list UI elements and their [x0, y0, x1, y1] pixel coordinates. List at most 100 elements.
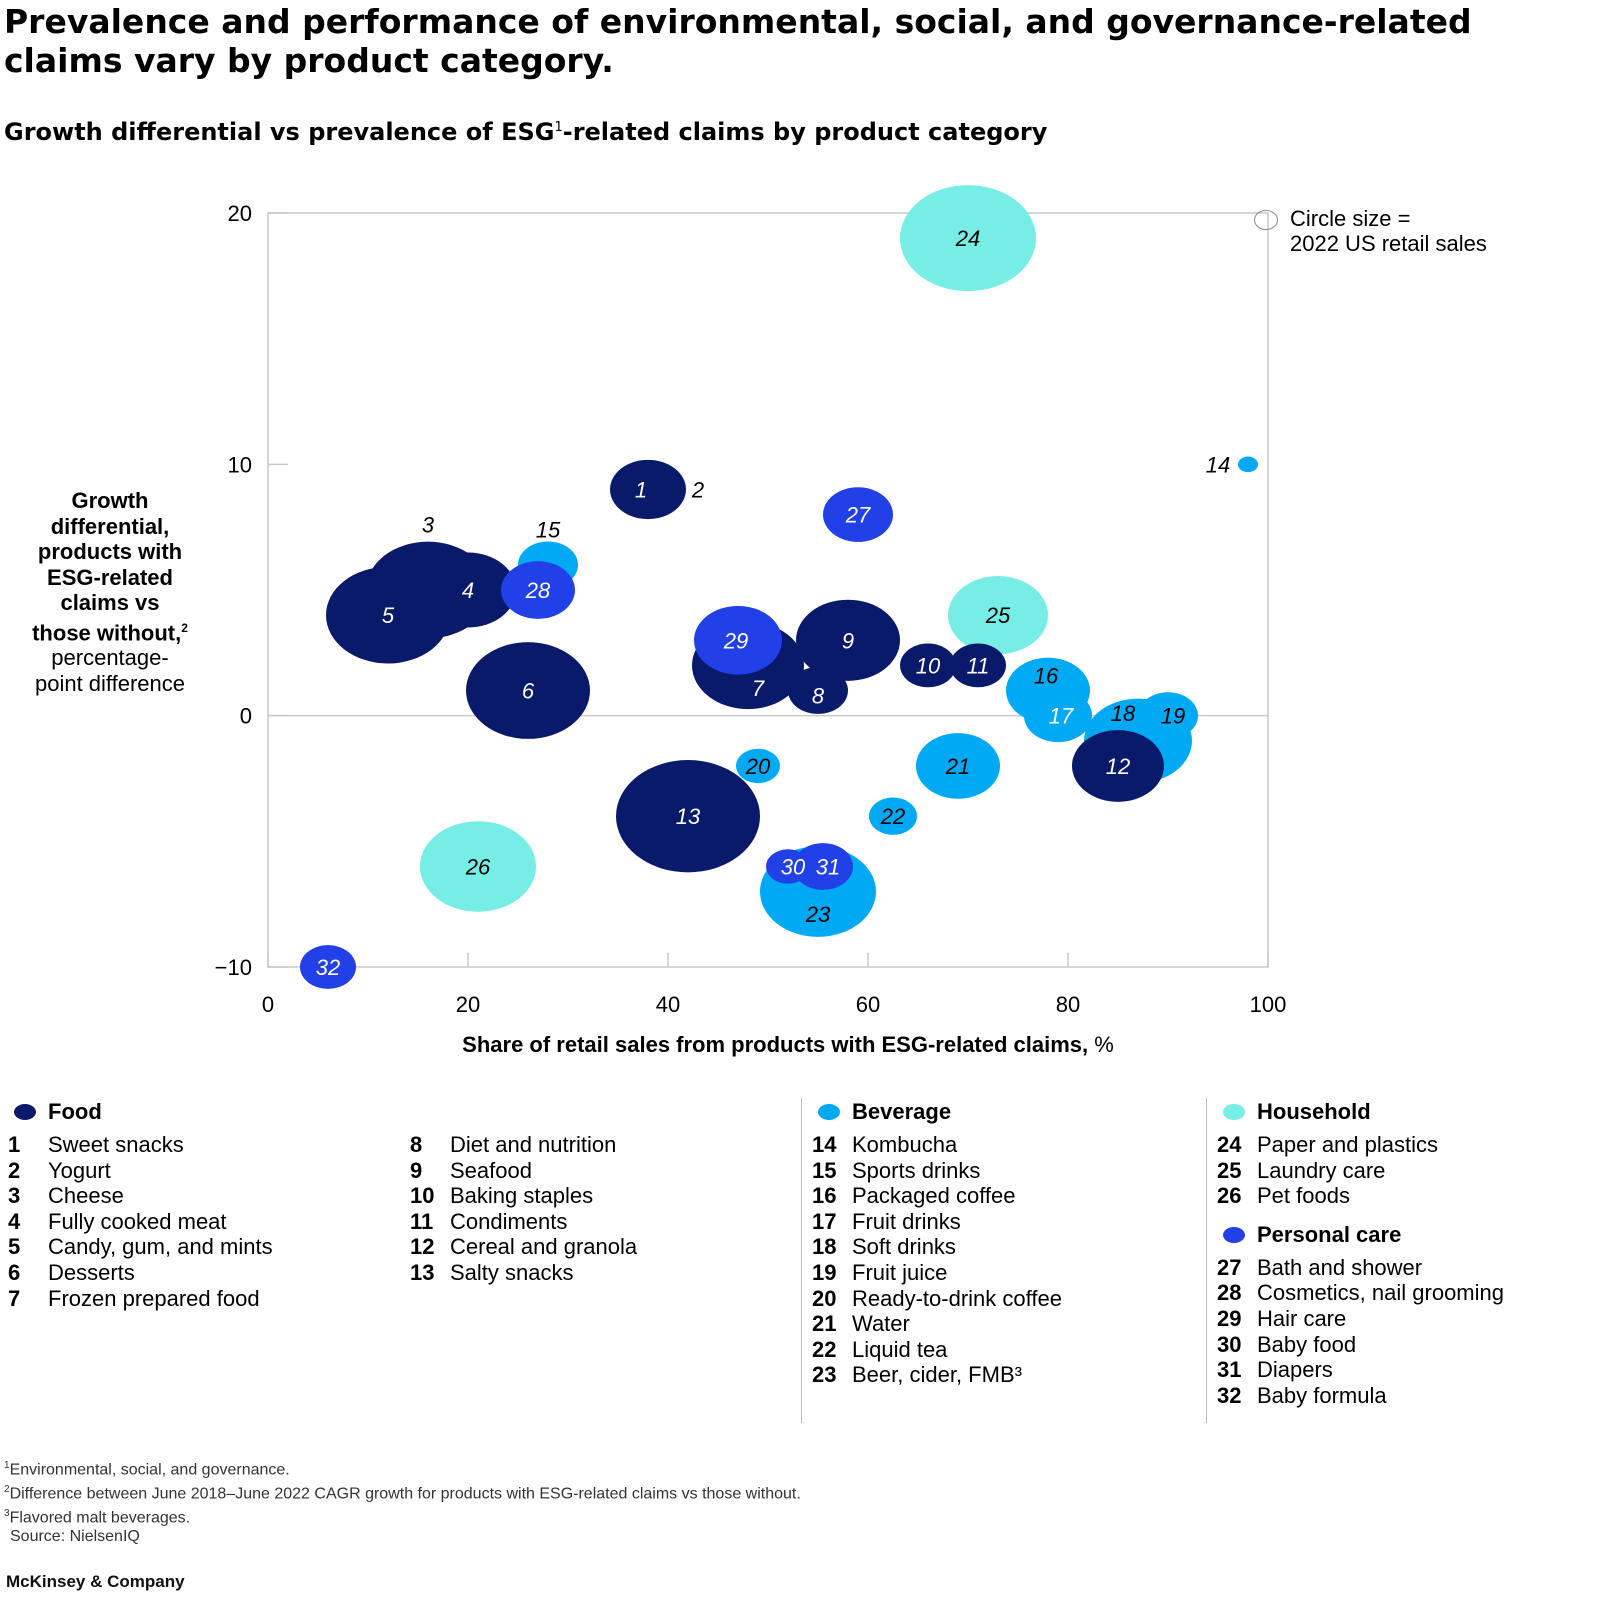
bubble-label-26: 26	[465, 854, 491, 879]
y-tick-label: −10	[215, 955, 252, 980]
bubble-29	[694, 605, 782, 675]
legend-food: Food 1 Sweet snacks 2 Yogurt 3 Cheese 4 Fully c…	[8, 1098, 273, 1311]
bubble-27	[823, 487, 893, 542]
legend-item-label: Cosmetics, nail grooming	[1257, 1280, 1504, 1306]
bubble-label-16: 16	[1034, 663, 1059, 688]
bubble-label-29: 29	[723, 628, 748, 653]
legend-item: 4 Fully cooked meat	[8, 1209, 273, 1235]
legend-item: 17 Fruit drinks	[812, 1209, 1062, 1235]
bubble-label-3: 3	[422, 513, 435, 538]
y-axis-label-line: point difference	[34, 670, 186, 696]
legend-item-label: Desserts	[48, 1259, 135, 1285]
chart-title: Prevalence and performance of environmen…	[4, 2, 1472, 80]
bubble-11	[950, 643, 1006, 688]
legend-item-number: 8	[410, 1132, 423, 1157]
y-axis-label-line: differential,	[50, 513, 170, 539]
source-line: Source: NielsenIQ	[10, 1528, 140, 1546]
legend-item: 1 Sweet snacks	[8, 1132, 273, 1158]
x-tick-label: 40	[656, 992, 680, 1017]
footnote-text: Environmental, social, and governance.	[9, 1461, 290, 1479]
footnote: 3Flavored malt beverages.	[4, 1504, 801, 1528]
footnote: 2Difference between June 2018–June 2022 …	[4, 1480, 801, 1504]
size-note-line1: Circle size =	[1290, 206, 1411, 231]
bubble-label-24: 24	[955, 226, 980, 251]
legend-item-number: 1	[8, 1132, 21, 1157]
y-axis-label-line: Growth	[71, 488, 149, 513]
legend-item-number: 32	[1217, 1382, 1242, 1408]
legend-item-label: Baby formula	[1257, 1382, 1387, 1408]
legend-item-label: Fruit drinks	[852, 1208, 961, 1234]
legend-item: 9 Seafood	[410, 1158, 637, 1184]
footnote: 1Environmental, social, and governance.	[4, 1456, 801, 1480]
legend-household-items: 24 Paper and plastics 25 Laundry care 26 Pet …	[1217, 1132, 1504, 1209]
legend-household: Household 24 Paper and plastics 25 Laundry …	[1217, 1098, 1504, 1408]
legend-item-label: Water	[852, 1311, 910, 1337]
y-tick-label: 0	[240, 704, 252, 729]
legend-item-label: Fully cooked meat	[48, 1208, 227, 1234]
y-axis-label-line: ESG-related	[47, 564, 173, 590]
legend-item-number: 23	[812, 1362, 837, 1388]
legend-title-text: Personal care	[1257, 1221, 1402, 1247]
legend-item: 15 Sports drinks	[812, 1158, 1062, 1184]
household-dot-icon	[1223, 1104, 1245, 1120]
bubble-32	[300, 945, 356, 989]
legend-title-text: Beverage	[852, 1099, 952, 1124]
legend-item-label: Fruit juice	[852, 1259, 948, 1285]
legend-item: 6 Desserts	[8, 1260, 273, 1286]
legend-item: 11 Condiments	[410, 1209, 637, 1235]
bubble-13	[616, 760, 760, 873]
legend-item-number: 18	[812, 1234, 837, 1260]
legend-item-label: Ready-to-drink coffee	[852, 1285, 1062, 1311]
legend-item-number: 20	[812, 1285, 837, 1311]
legend-item-number: 13	[410, 1259, 435, 1285]
bubble-label-10: 10	[916, 653, 941, 678]
bubble-label-28: 28	[525, 578, 551, 603]
bubble-label-9: 9	[842, 628, 854, 653]
legend-item-label: Yogurt	[48, 1157, 111, 1183]
bubble-label-8: 8	[812, 684, 825, 709]
bubble-21	[916, 733, 1000, 799]
bubble-label-12: 12	[1106, 754, 1130, 779]
legend-item-number: 16	[812, 1183, 837, 1209]
legend-item-label: Sweet snacks	[48, 1132, 184, 1157]
legend-item-label: Packaged coffee	[852, 1183, 1016, 1209]
legend-item-label: Soft drinks	[852, 1234, 956, 1260]
legend-item-label: Pet foods	[1257, 1183, 1350, 1209]
legend-item: 22 Liquid tea	[812, 1337, 1062, 1363]
legend-item-label: Seafood	[450, 1157, 532, 1183]
x-tick-label: 0	[262, 992, 274, 1017]
legend-item-number: 6	[8, 1259, 21, 1285]
x-tick-label: 80	[1056, 992, 1080, 1017]
legend-item-label: Laundry care	[1257, 1157, 1386, 1183]
footnote-marker: 1	[4, 1460, 10, 1471]
legend-item-label: Candy, gum, and mints	[48, 1234, 273, 1260]
legend-food-title: Food	[8, 1098, 273, 1126]
bubble-label-7: 7	[752, 676, 765, 701]
y-axis-label-line: claims vs	[60, 590, 160, 615]
bubble-label-25: 25	[985, 603, 1011, 628]
legend-item-label: Condiments	[450, 1208, 568, 1234]
legend-item-number: 28	[1217, 1280, 1242, 1306]
legend-divider	[1206, 1098, 1207, 1423]
legend-item-number: 17	[812, 1208, 837, 1234]
legend-item-number: 25	[1217, 1157, 1242, 1183]
legend-item-label: Diet and nutrition	[450, 1132, 617, 1157]
y-tick-label: 10	[228, 452, 252, 477]
legend-item-number: 30	[1217, 1331, 1242, 1357]
x-tick-label: 60	[856, 992, 880, 1017]
footnote-text: Flavored malt beverages.	[9, 1508, 191, 1526]
bubble-26	[420, 821, 536, 912]
bubble-label-20: 20	[745, 754, 771, 779]
bubble-label-5: 5	[382, 603, 395, 628]
legend-item-label: Baking staples	[450, 1183, 594, 1209]
y-axis-label-line: those without,2	[0, 616, 220, 646]
bubble-label-18: 18	[1111, 701, 1136, 726]
legend-item: 26 Pet foods	[1217, 1183, 1504, 1209]
legend-item: 20 Ready-to-drink coffee	[812, 1286, 1062, 1312]
legend-item-number: 31	[1217, 1357, 1242, 1383]
circle-outline-icon	[1254, 210, 1278, 230]
subtitle-footnote-marker: 1	[554, 120, 563, 135]
legend-item: 18 Soft drinks	[812, 1234, 1062, 1260]
legend-item: 10 Baking staples	[410, 1183, 637, 1209]
legend-item-number: 12	[410, 1234, 435, 1260]
